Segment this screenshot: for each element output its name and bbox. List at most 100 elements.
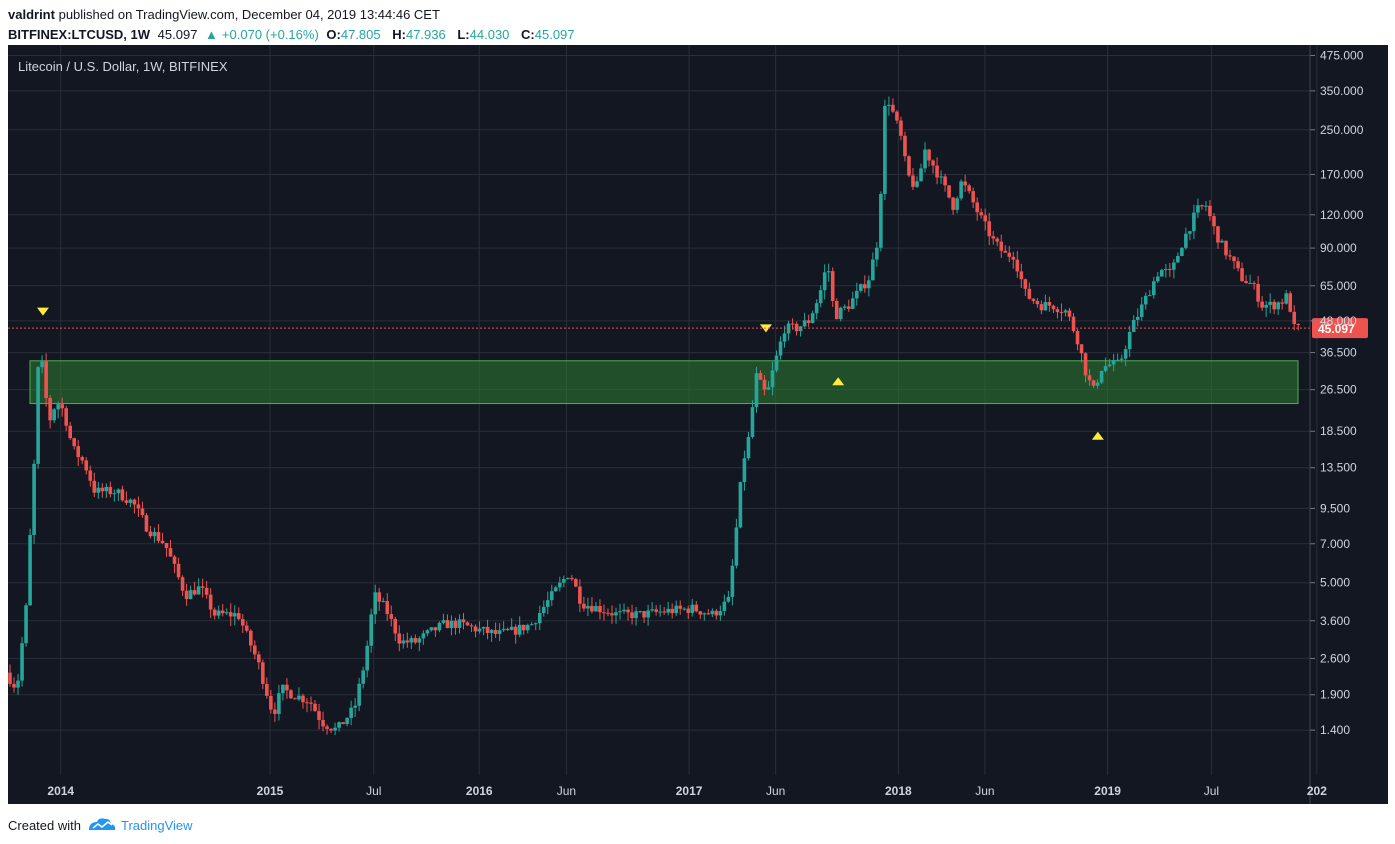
candle-body bbox=[1099, 370, 1104, 383]
candle-body bbox=[1292, 311, 1297, 325]
candle-body bbox=[445, 620, 450, 629]
y-tick-label: 120.000 bbox=[1320, 208, 1364, 222]
y-tick-label: 1.900 bbox=[1320, 688, 1350, 702]
candle-body bbox=[963, 181, 967, 186]
candle-body bbox=[12, 683, 16, 688]
candle-body bbox=[1220, 240, 1224, 243]
tradingview-link[interactable]: TradingView bbox=[120, 818, 193, 833]
y-tick-label: 13.500 bbox=[1320, 461, 1357, 475]
candle-body bbox=[261, 662, 265, 684]
candle-body bbox=[951, 197, 955, 210]
candle-body bbox=[1192, 212, 1196, 232]
time-axis[interactable] bbox=[8, 775, 1310, 804]
candle-body bbox=[734, 527, 739, 566]
candle-body bbox=[991, 236, 996, 239]
candle-body bbox=[68, 425, 73, 439]
ohlc-close: C:45.097 bbox=[521, 27, 575, 42]
candle-body bbox=[1268, 301, 1272, 305]
candle-body bbox=[846, 306, 851, 309]
candle-body bbox=[887, 104, 891, 106]
candle-body bbox=[1115, 359, 1120, 361]
arrow-up-marker-icon bbox=[832, 377, 845, 386]
candle-body bbox=[1131, 319, 1136, 332]
candle-body bbox=[76, 446, 81, 458]
candle-body bbox=[943, 176, 947, 186]
candle-body bbox=[220, 610, 225, 614]
candle-body bbox=[361, 670, 365, 684]
candle-body bbox=[373, 592, 378, 615]
author-name[interactable]: valdrint bbox=[8, 7, 55, 22]
candle-body bbox=[810, 313, 815, 323]
candle-body bbox=[160, 540, 165, 544]
y-tick-label: 3.600 bbox=[1320, 614, 1350, 628]
candle-body bbox=[180, 577, 185, 591]
candle-body bbox=[168, 548, 173, 557]
candle-body bbox=[20, 643, 24, 681]
candle-body bbox=[100, 487, 105, 492]
x-tick-label: Jul bbox=[366, 784, 381, 798]
candle-body bbox=[730, 565, 735, 597]
candle-body bbox=[1272, 301, 1276, 310]
candle-body bbox=[750, 407, 755, 437]
candle-body bbox=[521, 624, 526, 631]
candle-body bbox=[1067, 310, 1072, 317]
candle-body bbox=[618, 611, 622, 613]
candle-body bbox=[24, 605, 28, 644]
candle-body bbox=[333, 727, 337, 731]
candle-body bbox=[537, 612, 542, 624]
candles bbox=[8, 96, 1301, 736]
candle-body bbox=[1087, 375, 1092, 381]
candle-body bbox=[574, 579, 578, 587]
candle-body bbox=[489, 629, 494, 634]
candle-body bbox=[1180, 247, 1184, 256]
candle-body bbox=[1164, 269, 1168, 271]
x-tick-label: 2017 bbox=[676, 784, 703, 798]
candle-body bbox=[987, 221, 992, 237]
candle-body bbox=[441, 620, 446, 623]
candle-body bbox=[1159, 269, 1164, 277]
candle-body bbox=[995, 238, 1000, 242]
candle-body bbox=[1252, 283, 1256, 285]
support-zone-rect bbox=[29, 360, 1299, 405]
price-axis[interactable] bbox=[1310, 45, 1388, 804]
candle-body bbox=[899, 120, 903, 136]
candle-body bbox=[1095, 382, 1100, 386]
candle-body bbox=[1027, 288, 1032, 299]
candle-body bbox=[1276, 302, 1280, 310]
candle-body bbox=[212, 609, 217, 616]
candle-body bbox=[405, 640, 410, 643]
candle-body bbox=[646, 610, 650, 618]
candle-body bbox=[1127, 331, 1132, 350]
candle-body bbox=[706, 613, 711, 615]
candle-body bbox=[1111, 359, 1116, 365]
chart-area[interactable]: 45.097 475.000 350.000 250.000 170.000 120.0… bbox=[8, 45, 1388, 804]
candle-body bbox=[425, 630, 430, 634]
y-tick-label: 1.400 bbox=[1320, 723, 1350, 737]
candle-body bbox=[959, 181, 963, 199]
candle-body bbox=[281, 684, 285, 694]
candle-body bbox=[1240, 268, 1244, 282]
candle-body bbox=[32, 463, 36, 535]
candle-body bbox=[473, 626, 478, 632]
candle-body bbox=[144, 515, 149, 532]
candle-body bbox=[493, 629, 498, 634]
candle-body bbox=[883, 105, 887, 195]
y-tick-label: 18.500 bbox=[1320, 424, 1357, 438]
candle-body bbox=[437, 622, 442, 631]
candle-body bbox=[1188, 231, 1192, 234]
y-tick-label: 48.000 bbox=[1320, 314, 1357, 328]
candle-body bbox=[401, 640, 406, 644]
candle-body bbox=[762, 379, 767, 390]
candle-body bbox=[718, 611, 723, 616]
candle-body bbox=[1031, 298, 1036, 301]
candle-body bbox=[850, 298, 855, 309]
candle-body bbox=[1264, 304, 1268, 308]
candle-body bbox=[875, 247, 879, 260]
candle-body bbox=[1147, 295, 1152, 297]
price-chart[interactable]: 45.097 475.000 350.000 250.000 170.000 120.0… bbox=[8, 45, 1388, 804]
candle-body bbox=[297, 695, 301, 700]
candle-body bbox=[818, 290, 823, 304]
candle-body bbox=[449, 620, 454, 629]
candle-body bbox=[1208, 205, 1212, 217]
candle-body bbox=[433, 627, 438, 631]
